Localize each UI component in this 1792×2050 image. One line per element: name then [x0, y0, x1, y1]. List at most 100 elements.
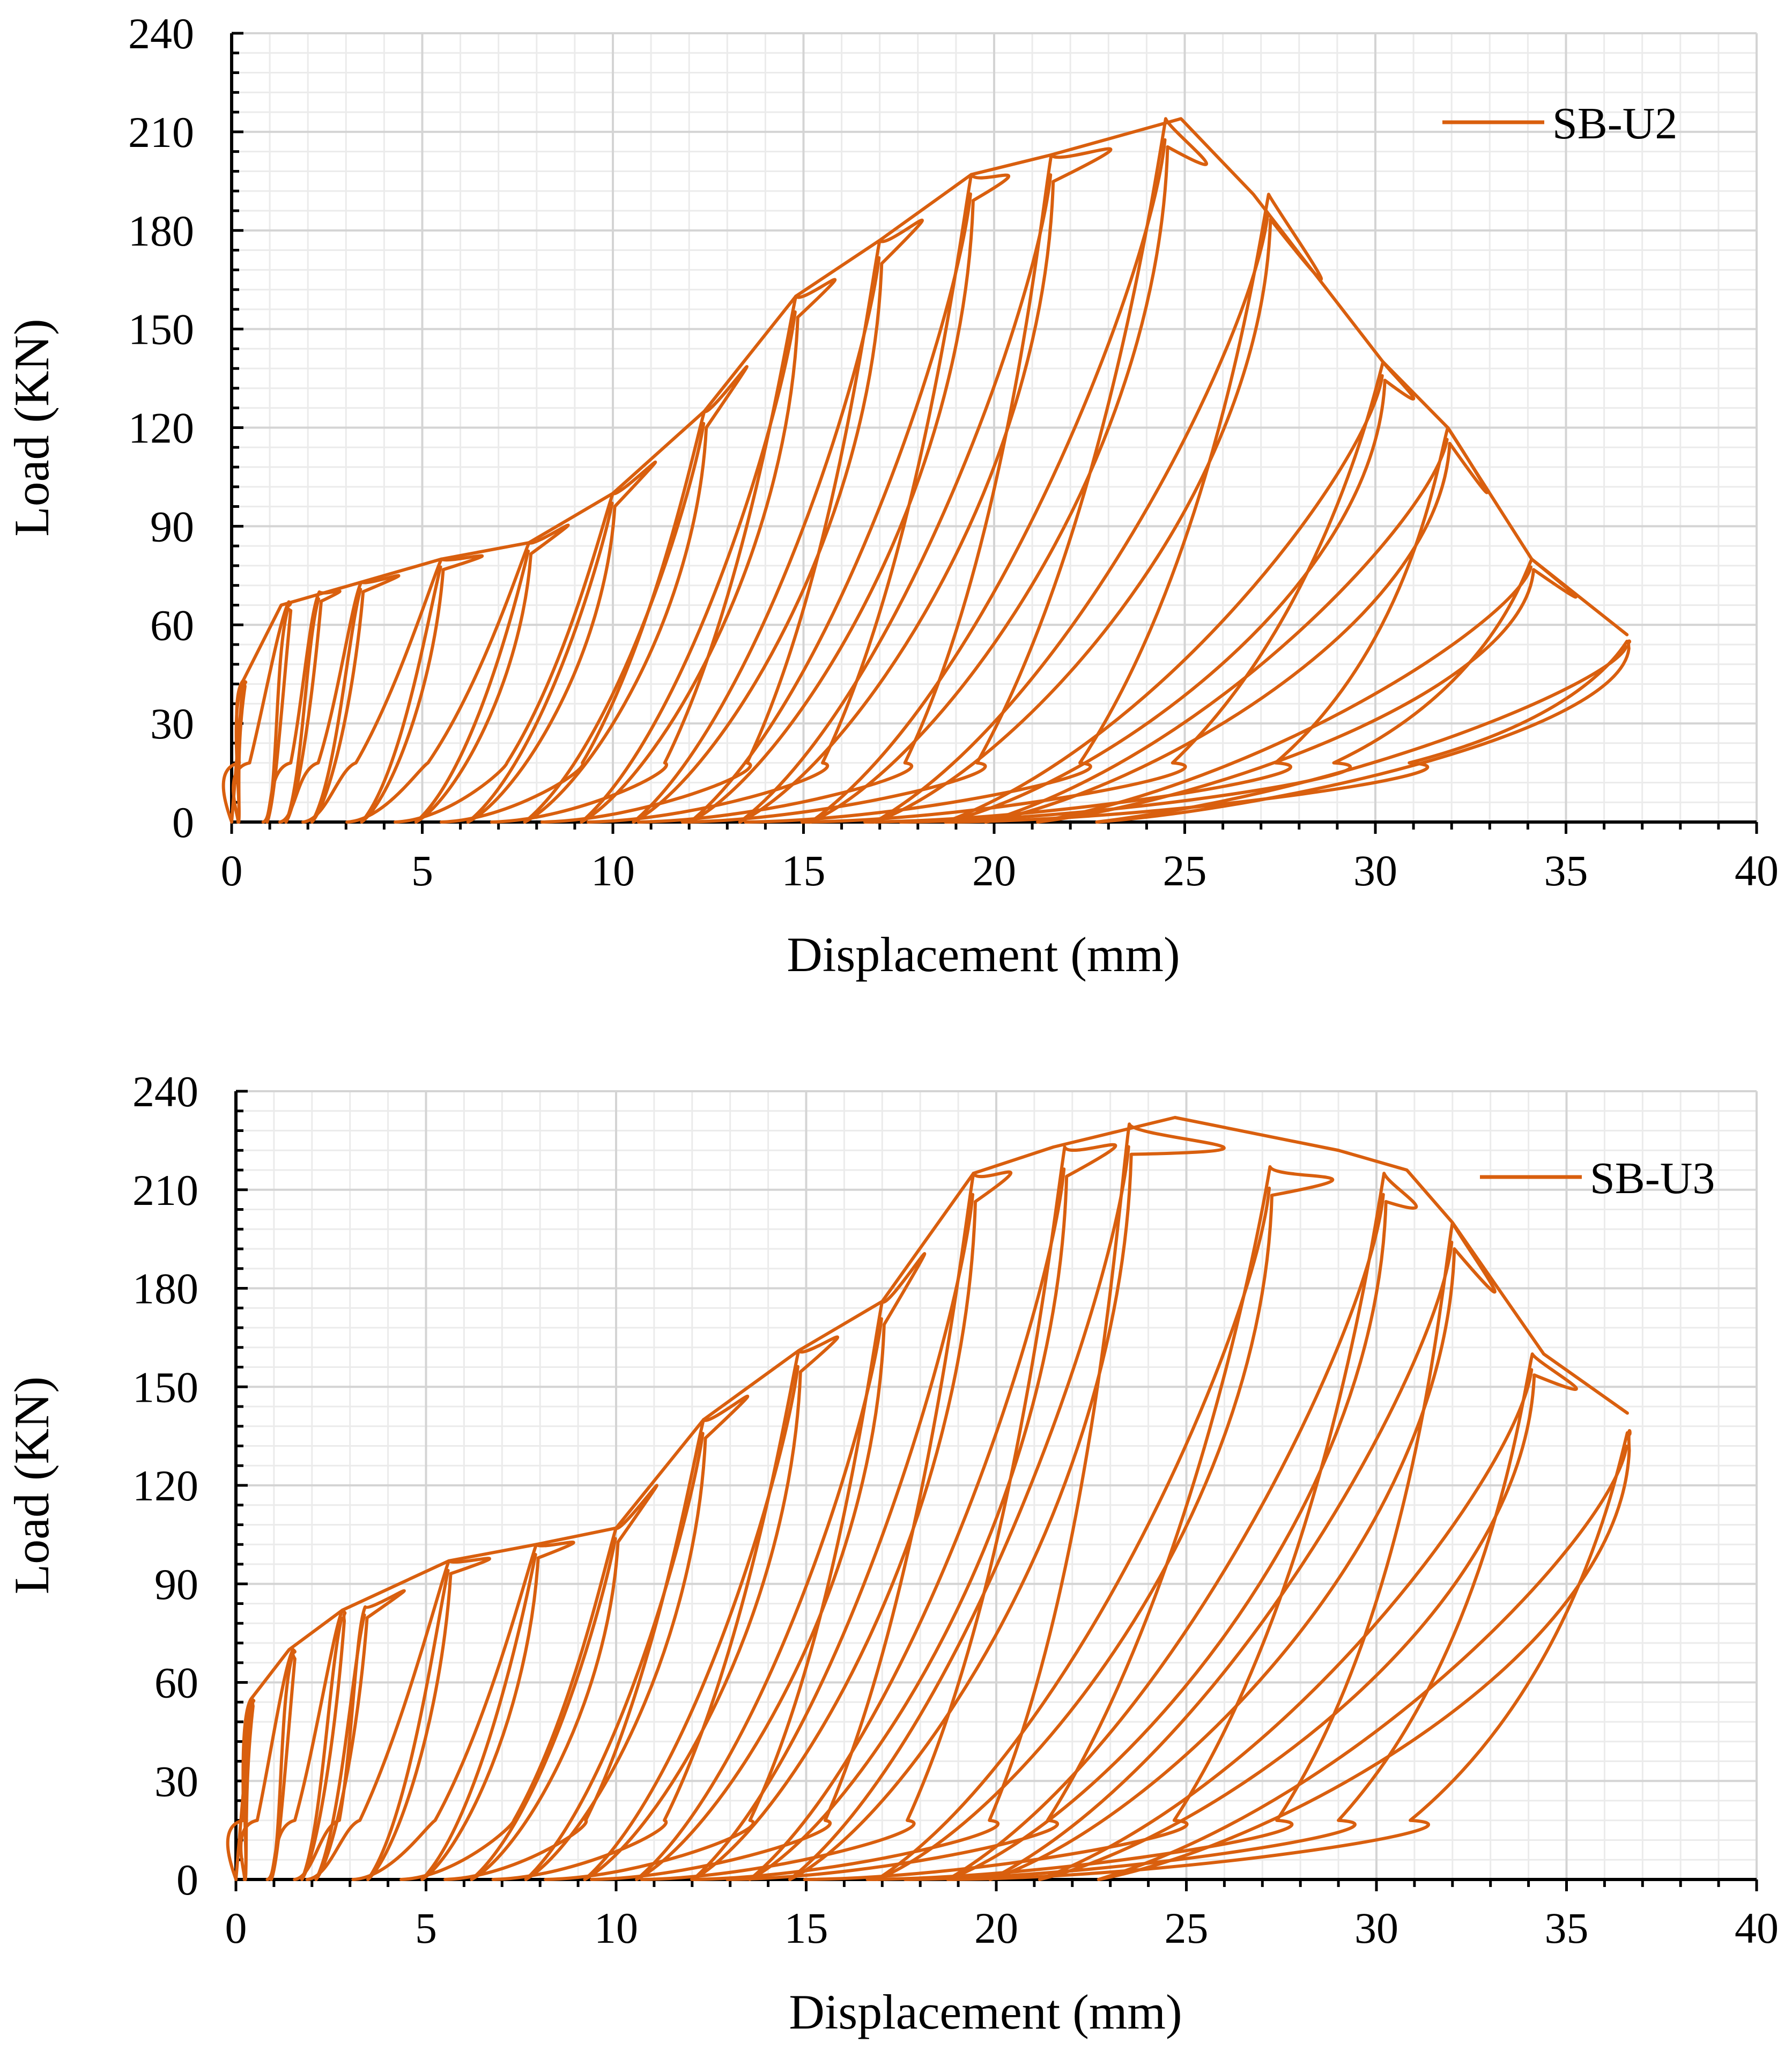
- load-loop: [301, 554, 484, 824]
- reload-loop: [748, 1167, 1066, 1881]
- reload-loop: [314, 1613, 366, 1881]
- x-tick-label: 5: [411, 846, 433, 895]
- x-tick-label: 0: [225, 1904, 247, 1952]
- load-loop: [491, 1335, 840, 1881]
- y-tick-label: 120: [128, 404, 194, 453]
- x-tick-label: 30: [1354, 1904, 1398, 1952]
- envelope-curve: [234, 1116, 1629, 1881]
- y-tick-label: 150: [128, 305, 194, 354]
- y-tick-label: 90: [150, 502, 194, 551]
- reload-loop: [583, 1365, 799, 1881]
- x-tick-label: 15: [784, 1904, 828, 1952]
- reload-loop: [284, 597, 321, 824]
- y-tick-label: 0: [176, 1855, 198, 1904]
- x-tick-label: 5: [415, 1904, 437, 1952]
- reload-loop: [691, 1193, 975, 1881]
- reload-loop: [366, 1568, 450, 1881]
- reload-loop: [944, 374, 1384, 824]
- reload-loop: [635, 1317, 883, 1881]
- y-tick-label: 60: [154, 1659, 198, 1707]
- y-axis-label: Load (KN): [4, 319, 59, 536]
- reload-loop: [788, 1145, 1130, 1881]
- reload-loop: [809, 138, 1167, 824]
- y-tick-label: 150: [132, 1363, 198, 1411]
- reload-loop: [738, 173, 1053, 824]
- legend-label: SB-U3: [1590, 1153, 1715, 1203]
- x-tick-label: 20: [974, 1904, 1018, 1952]
- load-loop: [490, 278, 837, 824]
- load-loop: [903, 1352, 1578, 1881]
- reload-loop: [310, 587, 362, 824]
- load-loop: [725, 1165, 1335, 1881]
- reload-loop: [875, 1186, 1271, 1881]
- reload-loop: [988, 1240, 1454, 1881]
- reload-loop: [523, 421, 706, 824]
- reload-loop: [632, 256, 881, 824]
- reload-loop: [984, 438, 1449, 824]
- reload-loop: [524, 1432, 705, 1881]
- load-loop: [278, 574, 401, 824]
- y-tick-label: 0: [172, 798, 194, 847]
- x-axis-label: Displacement (mm): [789, 1985, 1182, 2039]
- x-tick-label: 10: [591, 846, 635, 895]
- load-loop: [586, 173, 1010, 824]
- y-tick-label: 120: [132, 1461, 198, 1510]
- reload-loop: [300, 1616, 344, 1881]
- reload-loop: [1038, 1368, 1534, 1881]
- load-loop: [865, 1221, 1497, 1881]
- x-tick-label: 15: [782, 846, 826, 895]
- reload-loop: [1095, 645, 1628, 824]
- y-tick-label: 240: [132, 1067, 198, 1116]
- y-tick-label: 180: [132, 1264, 198, 1313]
- load-loop: [345, 523, 570, 824]
- y-tick-label: 30: [154, 1757, 198, 1805]
- x-axis-label: Displacement (mm): [787, 927, 1180, 982]
- load-loop: [744, 193, 1323, 824]
- load-loop: [800, 360, 1416, 824]
- legend-label: SB-U2: [1552, 99, 1677, 149]
- x-tick-label: 35: [1544, 846, 1588, 895]
- y-tick-label: 240: [128, 9, 194, 58]
- load-loop: [640, 1143, 1117, 1881]
- x-tick-label: 25: [1165, 1904, 1209, 1952]
- y-axis-label: Load (KN): [4, 1376, 59, 1594]
- x-tick-label: 35: [1545, 1904, 1589, 1952]
- load-loop: [399, 1484, 658, 1881]
- y-tick-label: 210: [132, 1166, 198, 1215]
- reload-loop: [1097, 1444, 1628, 1881]
- load-loop: [239, 1648, 297, 1881]
- load-loop: [293, 1589, 406, 1881]
- x-tick-label: 25: [1163, 846, 1207, 895]
- reload-loop: [360, 565, 442, 824]
- chart-panel-sb-u3: 0 5 10 15 20 25 30 35 40 0 30 60 90 120 150 180 210 240 Di…: [4, 1067, 1779, 2039]
- reload-loop: [466, 501, 614, 824]
- x-tick-label: 10: [594, 1904, 638, 1952]
- x-tick-label: 0: [221, 846, 243, 895]
- reload-loop: [1036, 565, 1533, 824]
- reload-loop: [470, 1537, 617, 1881]
- reload-loop: [688, 192, 972, 824]
- load-loop: [394, 460, 657, 824]
- x-tick-label: 40: [1735, 846, 1779, 895]
- reload-loop: [414, 549, 530, 824]
- load-loop: [443, 1394, 750, 1881]
- x-tick-label: 30: [1353, 846, 1397, 895]
- y-tick-label: 210: [128, 108, 194, 157]
- load-loop: [305, 1557, 491, 1881]
- reload-loop: [420, 1552, 537, 1881]
- y-tick-label: 60: [150, 601, 194, 649]
- x-tick-label: 20: [972, 846, 1016, 895]
- load-loop: [803, 1172, 1418, 1881]
- x-tick-label: 40: [1735, 1904, 1779, 1952]
- reload-loop: [873, 211, 1270, 824]
- y-tick-label: 30: [150, 699, 194, 748]
- reload-loop: [946, 1193, 1385, 1881]
- envelope-curve: [230, 117, 1629, 824]
- load-loop: [899, 557, 1578, 824]
- chart-panel-sb-u2: 0 5 10 15 20 25 30 35 40 0 30 60 90 120 150 180 210 240 Di…: [4, 9, 1779, 982]
- reload-loop: [580, 310, 797, 824]
- y-tick-label: 90: [154, 1560, 198, 1609]
- load-loop: [440, 365, 749, 824]
- y-tick-label: 180: [128, 206, 194, 255]
